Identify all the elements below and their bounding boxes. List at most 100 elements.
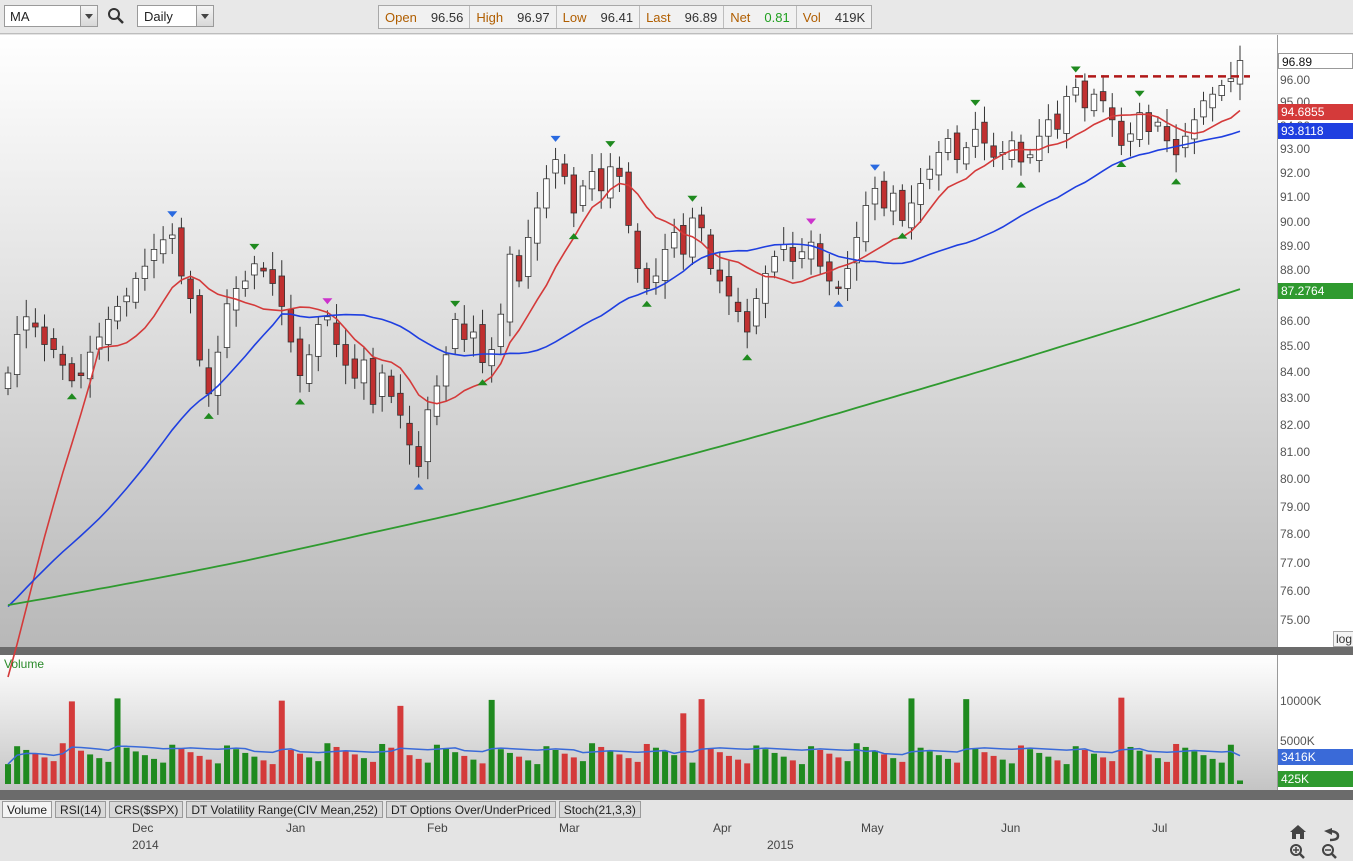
volume-bar xyxy=(1145,754,1152,784)
candle-body xyxy=(77,372,85,376)
candle-body xyxy=(871,187,879,205)
candle-body xyxy=(1090,93,1098,112)
candle-body xyxy=(32,322,39,328)
volume-bar xyxy=(652,747,659,784)
candle-body xyxy=(470,331,477,339)
volume-bar xyxy=(671,755,678,784)
swing-high-marker xyxy=(249,243,260,250)
volume-bar xyxy=(324,743,331,784)
candle-body xyxy=(506,253,514,323)
candle-body xyxy=(187,278,194,300)
pane-divider[interactable] xyxy=(0,647,1353,655)
volume-bar xyxy=(1200,755,1207,784)
volume-bar xyxy=(251,756,258,784)
volume-bar xyxy=(397,705,404,784)
volume-bar xyxy=(589,743,596,784)
volume-bar xyxy=(1090,753,1097,784)
symbol-dropdown-button[interactable] xyxy=(80,6,97,26)
swing-low-marker xyxy=(477,379,488,386)
volume-last-tag: 425K xyxy=(1278,771,1353,787)
price-tick-label: 82.00 xyxy=(1280,418,1311,432)
candle-body xyxy=(196,295,203,361)
candle-body xyxy=(488,349,495,367)
candle-body xyxy=(278,275,285,307)
last-price-tag: 96.89 xyxy=(1278,53,1353,69)
log-scale-toggle[interactable]: log xyxy=(1333,631,1353,647)
volume-bar xyxy=(917,747,924,784)
volume-bar xyxy=(771,752,778,784)
volume-bar xyxy=(899,761,906,784)
candle-body xyxy=(497,313,504,347)
candle-body xyxy=(1200,100,1207,118)
home-icon[interactable] xyxy=(1290,825,1306,839)
candle-body xyxy=(1154,121,1162,127)
price-tick-label: 86.00 xyxy=(1280,314,1311,328)
tab-crs[interactable]: CRS($SPX) xyxy=(109,801,184,818)
candle-body xyxy=(543,178,550,209)
ma-green-line xyxy=(7,288,1241,606)
volume-bar xyxy=(780,756,787,784)
price-tick-label: 76.00 xyxy=(1280,584,1311,598)
candle-body xyxy=(451,318,459,349)
candle-body xyxy=(114,305,121,322)
volume-bar xyxy=(662,751,669,784)
year-label: 2014 xyxy=(132,838,159,852)
volume-bar xyxy=(160,762,167,784)
tab-stochastic[interactable]: Stoch(21,3,3) xyxy=(558,801,641,818)
candle-body xyxy=(862,205,870,243)
volume-bar xyxy=(835,757,842,784)
candle-body xyxy=(534,207,541,244)
volume-bar xyxy=(196,755,203,784)
volume-bar xyxy=(224,745,231,784)
candle-body xyxy=(251,263,258,276)
volume-bar xyxy=(871,750,878,784)
candle-body xyxy=(105,318,112,345)
search-icon[interactable] xyxy=(106,6,126,26)
candle-body xyxy=(963,147,970,165)
candle-body xyxy=(214,351,222,396)
tab-options-over-under[interactable]: DT Options Over/UnderPriced xyxy=(385,801,556,818)
tab-rsi[interactable]: RSI(14) xyxy=(55,801,107,818)
candle-body xyxy=(853,236,860,264)
quote-high: High 96.97 xyxy=(470,6,557,28)
period-select[interactable]: Daily xyxy=(137,5,214,27)
ma-blue-line xyxy=(7,130,1241,608)
swing-high-marker xyxy=(322,298,333,305)
volume-bar xyxy=(698,699,705,784)
candle-body xyxy=(1026,154,1034,159)
price-chart-pane[interactable] xyxy=(0,35,1277,647)
ma-blue-tag: 93.8118 xyxy=(1278,123,1353,139)
price-tick-label: 80.00 xyxy=(1280,472,1311,486)
volume-bar xyxy=(470,759,477,784)
period-dropdown-button[interactable] xyxy=(196,6,213,26)
undo-icon[interactable] xyxy=(1324,828,1340,842)
month-label: Feb xyxy=(427,821,448,835)
tab-volatility-range[interactable]: DT Volatility Range(CIV Mean,252) xyxy=(186,801,383,818)
candle-body xyxy=(1182,135,1189,149)
candle-body xyxy=(461,323,468,340)
volume-bar xyxy=(1163,761,1170,784)
candle-body xyxy=(1163,126,1171,142)
candle-body xyxy=(670,232,678,249)
volume-bar xyxy=(497,749,504,784)
zoom-out-icon[interactable] xyxy=(1322,844,1337,859)
volume-bar xyxy=(360,758,367,784)
volume-bar xyxy=(333,746,340,784)
volume-bar xyxy=(999,759,1006,784)
pane-divider-bottom[interactable] xyxy=(0,790,1353,800)
volume-bar xyxy=(735,759,742,784)
candle-body xyxy=(68,363,76,382)
candle-body xyxy=(442,354,450,387)
volume-bar xyxy=(233,749,240,784)
candle-body xyxy=(406,422,413,446)
volume-bar xyxy=(525,760,532,784)
tab-volume[interactable]: Volume xyxy=(2,801,53,818)
volume-bar xyxy=(707,748,714,784)
volume-tick-5000k: 5000K xyxy=(1280,734,1315,748)
time-axis: Dec Jan Feb Mar Apr May Jun Jul 2014 201… xyxy=(0,820,1277,861)
symbol-input[interactable]: MA xyxy=(4,5,98,27)
quote-bar: Open 96.56 High 96.97 Low 96.41 Last 96.89 N… xyxy=(378,5,873,29)
candle-body xyxy=(351,358,358,379)
zoom-in-icon[interactable] xyxy=(1290,844,1305,859)
swing-low-marker xyxy=(641,300,652,307)
